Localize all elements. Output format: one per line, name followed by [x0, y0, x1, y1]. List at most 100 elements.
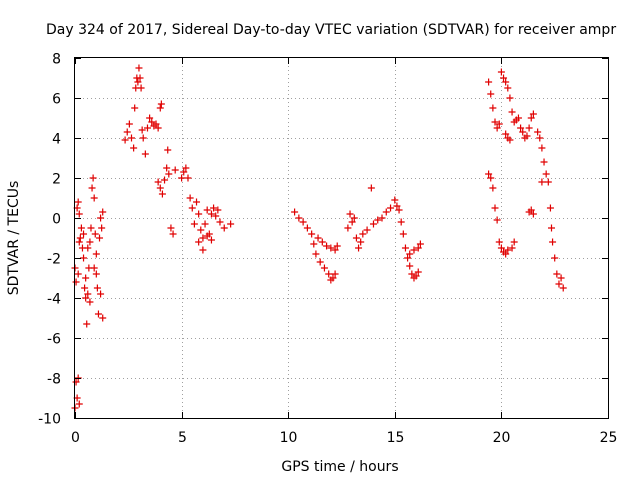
data-point — [188, 204, 196, 212]
data-point — [542, 170, 550, 178]
data-point — [93, 284, 101, 292]
data-point — [212, 212, 220, 220]
data-point — [355, 244, 363, 252]
data-point — [504, 84, 512, 92]
data-point — [84, 244, 92, 252]
data-point — [523, 132, 531, 140]
data-point — [551, 254, 559, 262]
x-tick-label: 5 — [178, 430, 187, 446]
data-point — [555, 280, 563, 288]
data-point — [495, 238, 503, 246]
data-point — [86, 298, 94, 306]
y-tick-label: 4 — [52, 132, 61, 148]
data-point — [207, 236, 215, 244]
data-point — [536, 134, 544, 142]
data-point — [359, 230, 367, 238]
data-point — [80, 254, 88, 262]
data-point — [80, 230, 88, 238]
y-tick-label: 6 — [52, 92, 61, 108]
data-point — [137, 84, 145, 92]
data-point — [90, 264, 98, 272]
data-point — [94, 310, 102, 318]
y-tick-label: 2 — [52, 172, 61, 188]
data-point — [81, 284, 89, 292]
data-point — [197, 226, 205, 234]
data-point — [491, 204, 499, 212]
data-point — [534, 128, 542, 136]
data-point — [540, 158, 548, 166]
x-tick-label: 25 — [600, 430, 618, 446]
data-point — [387, 204, 395, 212]
data-point — [190, 220, 198, 228]
data-point — [76, 234, 84, 242]
data-point — [508, 244, 516, 252]
data-point — [295, 214, 303, 222]
data-point — [92, 270, 100, 278]
data-point — [161, 176, 169, 184]
y-tick-label: -4 — [47, 292, 61, 308]
x-tick-label: 10 — [280, 430, 298, 446]
data-point — [165, 170, 173, 178]
data-point — [538, 178, 546, 186]
data-point — [514, 114, 522, 122]
data-point — [517, 124, 525, 132]
data-point — [331, 246, 339, 254]
data-point — [318, 238, 326, 246]
data-point — [401, 244, 409, 252]
data-point — [529, 210, 537, 218]
y-tick-label: -8 — [47, 372, 61, 388]
data-point — [141, 150, 149, 158]
data-point — [203, 232, 211, 240]
data-point — [416, 240, 424, 248]
data-point — [186, 194, 194, 202]
y-tick-label: 8 — [52, 52, 61, 68]
data-point — [131, 104, 139, 112]
data-point — [506, 136, 514, 144]
data-point — [84, 290, 92, 298]
data-point — [320, 264, 328, 272]
data-point — [344, 224, 352, 232]
data-point — [96, 234, 104, 242]
data-point — [207, 210, 215, 218]
data-point — [527, 114, 535, 122]
data-point — [303, 224, 311, 232]
y-axis-label: SDTVAR / TECUs — [6, 181, 22, 296]
data-point — [89, 174, 97, 182]
data-point — [500, 74, 508, 82]
data-point — [130, 144, 138, 152]
data-point — [74, 270, 82, 278]
data-point — [157, 100, 165, 108]
data-point — [97, 214, 105, 222]
data-point — [544, 178, 552, 186]
data-point — [82, 274, 90, 282]
data-point — [316, 258, 324, 266]
data-point — [559, 284, 567, 292]
data-point — [352, 234, 360, 242]
data-point — [312, 250, 320, 258]
data-point — [487, 90, 495, 98]
data-point — [72, 278, 80, 286]
data-point — [154, 178, 162, 186]
y-tick-label: -2 — [47, 252, 61, 268]
data-point — [220, 224, 228, 232]
data-point — [331, 270, 339, 278]
data-point — [493, 124, 501, 132]
data-point — [77, 224, 85, 232]
data-point — [199, 234, 207, 242]
axis-ticks: 0 5 10 15 20 25 -10 -8 -6 -4 -2 0 2 4 6 8 — [38, 52, 617, 447]
data-point — [154, 124, 162, 132]
data-point — [549, 238, 557, 246]
data-point — [414, 244, 422, 252]
data-point — [553, 270, 561, 278]
data-point — [184, 174, 192, 182]
data-point — [374, 216, 382, 224]
data-point — [201, 220, 209, 228]
data-points — [71, 64, 567, 412]
data-point — [143, 124, 151, 132]
data-point — [497, 244, 505, 252]
data-point — [489, 184, 497, 192]
data-point — [227, 220, 235, 228]
data-point — [74, 198, 82, 206]
data-point — [167, 224, 175, 232]
y-tick-label: 0 — [52, 212, 61, 228]
